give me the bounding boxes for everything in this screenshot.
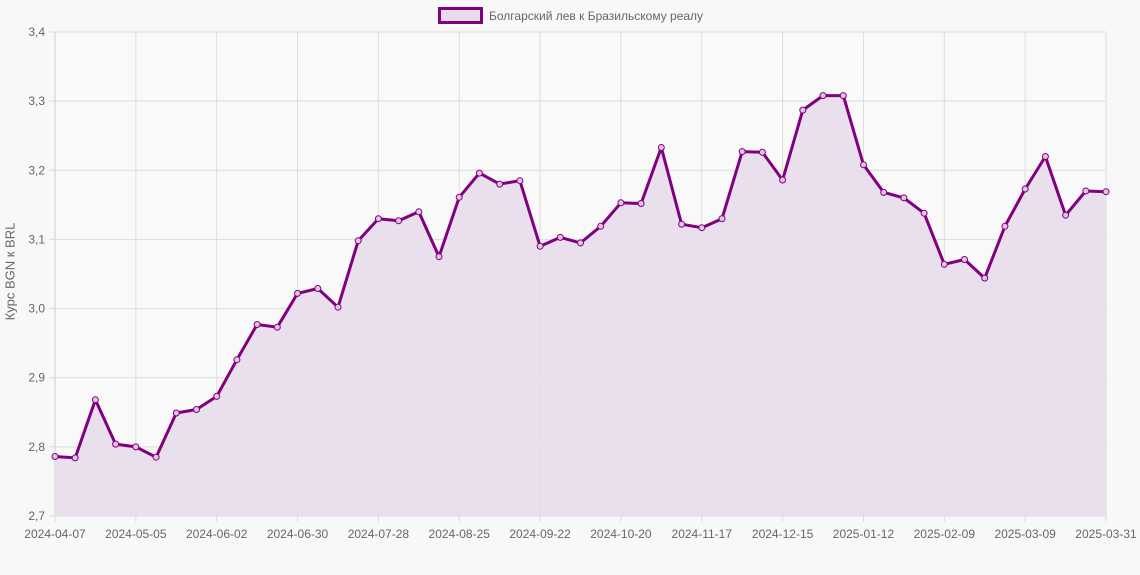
data-point — [415, 208, 423, 216]
data-point — [738, 148, 746, 156]
data-point — [1041, 153, 1049, 160]
x-tick-label: 2024-05-05 — [105, 527, 167, 541]
data-point — [718, 215, 726, 223]
data-point — [374, 215, 382, 223]
area-fill — [55, 95, 1106, 516]
data-point — [1062, 211, 1070, 219]
data-point — [91, 396, 99, 404]
y-tick-label: 2,7 — [28, 509, 45, 523]
data-point — [839, 92, 847, 100]
data-point — [597, 222, 605, 230]
data-point — [758, 148, 766, 156]
data-point — [71, 454, 79, 462]
x-tick-label: 2024-07-28 — [348, 527, 410, 541]
data-point — [1102, 188, 1110, 196]
data-point — [981, 274, 989, 282]
data-point — [900, 194, 908, 202]
y-axis-title: Курс BGN к BRL — [2, 222, 18, 321]
y-tick-label: 3,4 — [28, 25, 45, 39]
y-tick-label: 3,0 — [28, 302, 45, 316]
data-point — [314, 285, 322, 292]
legend-swatch-icon — [438, 7, 483, 24]
x-tick-label: 2025-03-09 — [994, 527, 1056, 541]
data-point — [132, 443, 140, 451]
data-point — [334, 303, 342, 311]
data-point — [395, 217, 403, 225]
y-tick-label: 3,2 — [28, 163, 45, 177]
data-point — [233, 356, 241, 364]
x-tick-label: 2024-06-02 — [186, 527, 248, 541]
x-tick-label: 2025-02-09 — [914, 527, 976, 541]
data-point — [294, 289, 301, 297]
x-tick-label: 2024-09-22 — [509, 527, 571, 541]
data-point — [273, 323, 281, 331]
data-point — [213, 392, 221, 400]
x-tick-label: 2024-06-30 — [267, 527, 329, 541]
data-point — [1021, 185, 1029, 193]
data-point — [193, 406, 200, 413]
legend-label: Болгарский лев к Бразильскому реалу — [489, 8, 704, 23]
data-point — [637, 200, 645, 207]
data-point — [880, 188, 888, 196]
y-tick-label: 3,3 — [28, 94, 45, 108]
x-tick-label: 2024-08-25 — [429, 527, 491, 541]
y-tick-label: 2,9 — [28, 371, 45, 385]
data-point — [1001, 222, 1009, 230]
data-point — [961, 256, 968, 263]
data-point — [698, 224, 706, 232]
data-point — [556, 233, 564, 241]
data-point — [475, 169, 483, 177]
data-point — [354, 237, 362, 245]
data-point — [799, 106, 807, 114]
data-point — [253, 321, 261, 328]
data-point — [657, 144, 665, 151]
data-point — [172, 409, 180, 417]
x-tick-label: 2024-12-15 — [752, 527, 814, 541]
data-point — [940, 260, 948, 268]
data-point — [496, 180, 504, 188]
data-point — [536, 242, 544, 250]
data-point — [516, 177, 524, 185]
data-point — [51, 453, 59, 460]
data-point — [617, 199, 625, 207]
y-tick-label: 2,8 — [28, 440, 45, 454]
data-point — [455, 193, 463, 201]
legend[interactable]: Болгарский лев к Бразильскому реалу — [438, 7, 703, 24]
data-point — [860, 161, 867, 169]
x-tick-label: 2025-03-31 — [1075, 527, 1137, 541]
data-point — [678, 220, 686, 228]
data-point — [920, 209, 928, 217]
data-point — [152, 453, 160, 461]
x-tick-label: 2024-04-07 — [24, 527, 86, 541]
x-tick-label: 2024-10-20 — [590, 527, 652, 541]
data-point — [112, 440, 120, 448]
data-point — [819, 92, 827, 100]
data-point — [779, 176, 787, 184]
y-tick-label: 3,1 — [28, 232, 45, 246]
x-tick-label: 2025-01-12 — [833, 527, 895, 541]
data-point — [1082, 187, 1090, 195]
data-point — [577, 239, 584, 247]
data-point — [435, 253, 443, 261]
x-tick-label: 2024-11-17 — [672, 527, 733, 541]
